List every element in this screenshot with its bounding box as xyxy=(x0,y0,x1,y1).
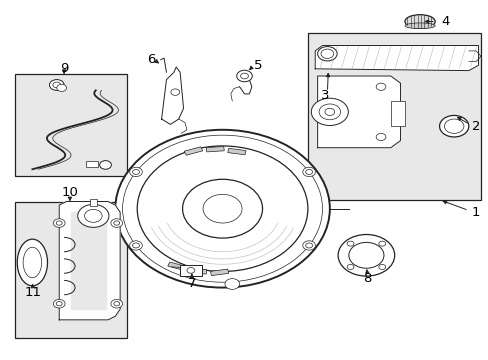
Text: 10: 10 xyxy=(61,186,78,199)
Circle shape xyxy=(49,80,64,90)
Circle shape xyxy=(129,167,142,177)
Polygon shape xyxy=(315,45,478,71)
Text: 2: 2 xyxy=(471,120,479,133)
Bar xyxy=(86,161,98,167)
Text: 7: 7 xyxy=(187,277,196,290)
Bar xyxy=(167,262,186,270)
Circle shape xyxy=(439,116,468,137)
Circle shape xyxy=(317,46,336,61)
Bar xyxy=(210,269,228,276)
Circle shape xyxy=(111,300,122,308)
Circle shape xyxy=(346,241,353,246)
Circle shape xyxy=(53,219,65,227)
Circle shape xyxy=(100,161,111,169)
Bar xyxy=(206,147,224,152)
Circle shape xyxy=(57,84,66,91)
Circle shape xyxy=(111,219,122,227)
Bar xyxy=(307,33,480,200)
Text: 8: 8 xyxy=(363,272,371,285)
Text: 5: 5 xyxy=(253,59,262,72)
Circle shape xyxy=(302,241,315,250)
Circle shape xyxy=(115,130,329,288)
Bar xyxy=(227,148,245,155)
Bar xyxy=(390,101,405,126)
Polygon shape xyxy=(59,202,120,320)
Circle shape xyxy=(53,300,65,308)
Circle shape xyxy=(224,279,239,289)
Bar xyxy=(15,74,127,176)
Bar xyxy=(180,265,201,276)
Bar xyxy=(15,202,127,338)
Circle shape xyxy=(78,204,109,227)
Circle shape xyxy=(236,70,252,82)
Circle shape xyxy=(302,167,315,177)
Text: 4: 4 xyxy=(440,15,448,28)
Circle shape xyxy=(378,265,385,270)
Bar xyxy=(184,147,203,155)
Ellipse shape xyxy=(17,239,47,286)
Circle shape xyxy=(378,241,385,246)
Circle shape xyxy=(375,83,385,90)
Circle shape xyxy=(311,98,347,126)
Ellipse shape xyxy=(404,23,434,29)
Polygon shape xyxy=(239,80,251,94)
Text: 11: 11 xyxy=(24,287,41,300)
Bar xyxy=(90,199,97,206)
Text: 6: 6 xyxy=(146,53,155,66)
Circle shape xyxy=(375,134,385,140)
Circle shape xyxy=(182,179,262,238)
Circle shape xyxy=(337,234,394,276)
Text: 3: 3 xyxy=(320,89,328,102)
Polygon shape xyxy=(71,212,105,309)
Circle shape xyxy=(129,241,142,250)
Polygon shape xyxy=(317,76,400,148)
Circle shape xyxy=(346,265,353,270)
Text: 9: 9 xyxy=(60,62,68,75)
Ellipse shape xyxy=(404,15,434,28)
Bar xyxy=(188,269,206,274)
Polygon shape xyxy=(161,67,183,125)
Text: 1: 1 xyxy=(471,206,479,219)
